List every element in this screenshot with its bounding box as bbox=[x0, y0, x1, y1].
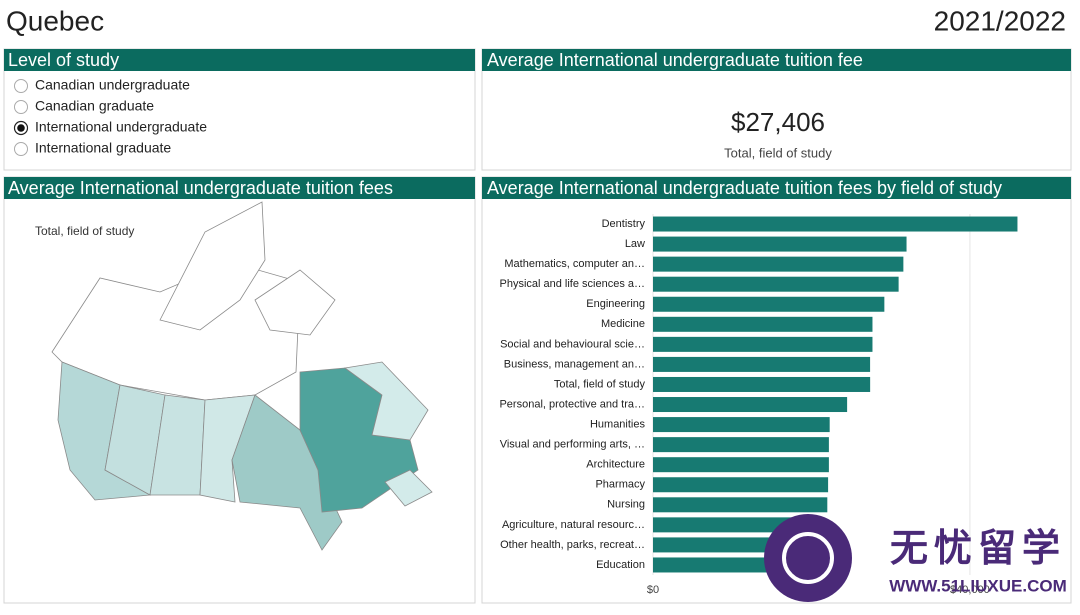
panel-header bbox=[4, 49, 475, 71]
watermark-logo bbox=[782, 532, 834, 584]
panel-title: Level of study bbox=[8, 50, 119, 70]
watermark-name: 无忧留学 bbox=[890, 527, 1066, 570]
bar bbox=[653, 397, 848, 413]
kpi-caption: Total, field of study bbox=[724, 145, 832, 160]
bar bbox=[653, 296, 885, 312]
bar bbox=[653, 417, 830, 433]
y-tick-label: Humanities bbox=[590, 418, 646, 430]
bar bbox=[653, 276, 899, 292]
y-tick-label: Dentistry bbox=[602, 218, 646, 230]
bar bbox=[653, 316, 873, 332]
radio-button[interactable] bbox=[14, 142, 28, 156]
bar bbox=[653, 256, 904, 272]
radio-label[interactable]: International undergraduate bbox=[35, 119, 207, 135]
watermark-logo bbox=[764, 514, 852, 602]
panel-title: Average International undergraduate tuit… bbox=[487, 50, 863, 70]
radio-button[interactable] bbox=[14, 79, 28, 93]
kpi-value: $27,406 bbox=[731, 107, 825, 137]
y-tick-label: Law bbox=[625, 238, 645, 250]
bar bbox=[653, 376, 871, 392]
bar bbox=[653, 477, 829, 493]
bar bbox=[653, 437, 829, 453]
bar bbox=[653, 336, 873, 352]
y-tick-label: Medicine bbox=[601, 318, 645, 330]
y-tick-label: Nursing bbox=[607, 499, 645, 511]
bar bbox=[653, 356, 871, 372]
y-tick-label: Social and behavioural scie… bbox=[500, 338, 645, 350]
bar bbox=[653, 236, 907, 252]
watermark: 无忧留学 WWW.51LIUXUE.COM bbox=[764, 514, 1067, 602]
watermark-url: WWW.51LIUXUE.COM bbox=[889, 576, 1067, 595]
y-tick-label: Pharmacy bbox=[595, 479, 645, 491]
panel-header bbox=[4, 177, 475, 199]
panel-header bbox=[482, 177, 1071, 199]
manitoba[interactable] bbox=[199, 394, 256, 503]
y-tick-label: Agriculture, natural resourc… bbox=[502, 519, 645, 531]
radio-label[interactable]: Canadian undergraduate bbox=[35, 77, 190, 93]
radio-button[interactable] bbox=[14, 100, 28, 114]
x-tick-label: $40,000 bbox=[950, 584, 990, 596]
radio-label[interactable]: Canadian graduate bbox=[35, 98, 154, 114]
baffin-island bbox=[254, 269, 336, 336]
panel-header bbox=[482, 49, 1071, 71]
y-tick-label: Visual and performing arts, … bbox=[500, 439, 645, 451]
bar bbox=[653, 216, 1018, 232]
page-title: Quebec bbox=[6, 5, 104, 36]
y-tick-label: Total, field of study bbox=[554, 378, 646, 390]
arctic-islands bbox=[159, 201, 266, 331]
map-caption: Total, field of study bbox=[35, 224, 134, 238]
canada-map bbox=[51, 201, 433, 551]
bar bbox=[653, 497, 828, 513]
y-tick-label: Engineering bbox=[586, 298, 645, 310]
bar bbox=[653, 457, 829, 473]
y-tick-label: Education bbox=[596, 559, 645, 571]
y-tick-label: Mathematics, computer an… bbox=[504, 258, 645, 270]
radio-label[interactable]: International graduate bbox=[35, 140, 171, 156]
y-tick-label: Physical and life sciences a… bbox=[499, 278, 645, 290]
chart-title: Average International undergraduate tuit… bbox=[487, 178, 1002, 198]
y-tick-label: Business, management an… bbox=[504, 358, 645, 370]
y-tick-label: Personal, protective and tra… bbox=[499, 398, 645, 410]
panel-title: Average International undergraduate tuit… bbox=[8, 178, 393, 198]
y-tick-label: Other health, parks, recreat… bbox=[500, 539, 645, 551]
newfoundland-labrador[interactable] bbox=[343, 361, 429, 441]
maritimes[interactable] bbox=[384, 469, 433, 507]
y-tick-label: Architecture bbox=[586, 459, 645, 471]
x-tick-label: $0 bbox=[647, 584, 659, 596]
radio-dot bbox=[17, 124, 25, 132]
page-year: 2021/2022 bbox=[934, 5, 1066, 36]
